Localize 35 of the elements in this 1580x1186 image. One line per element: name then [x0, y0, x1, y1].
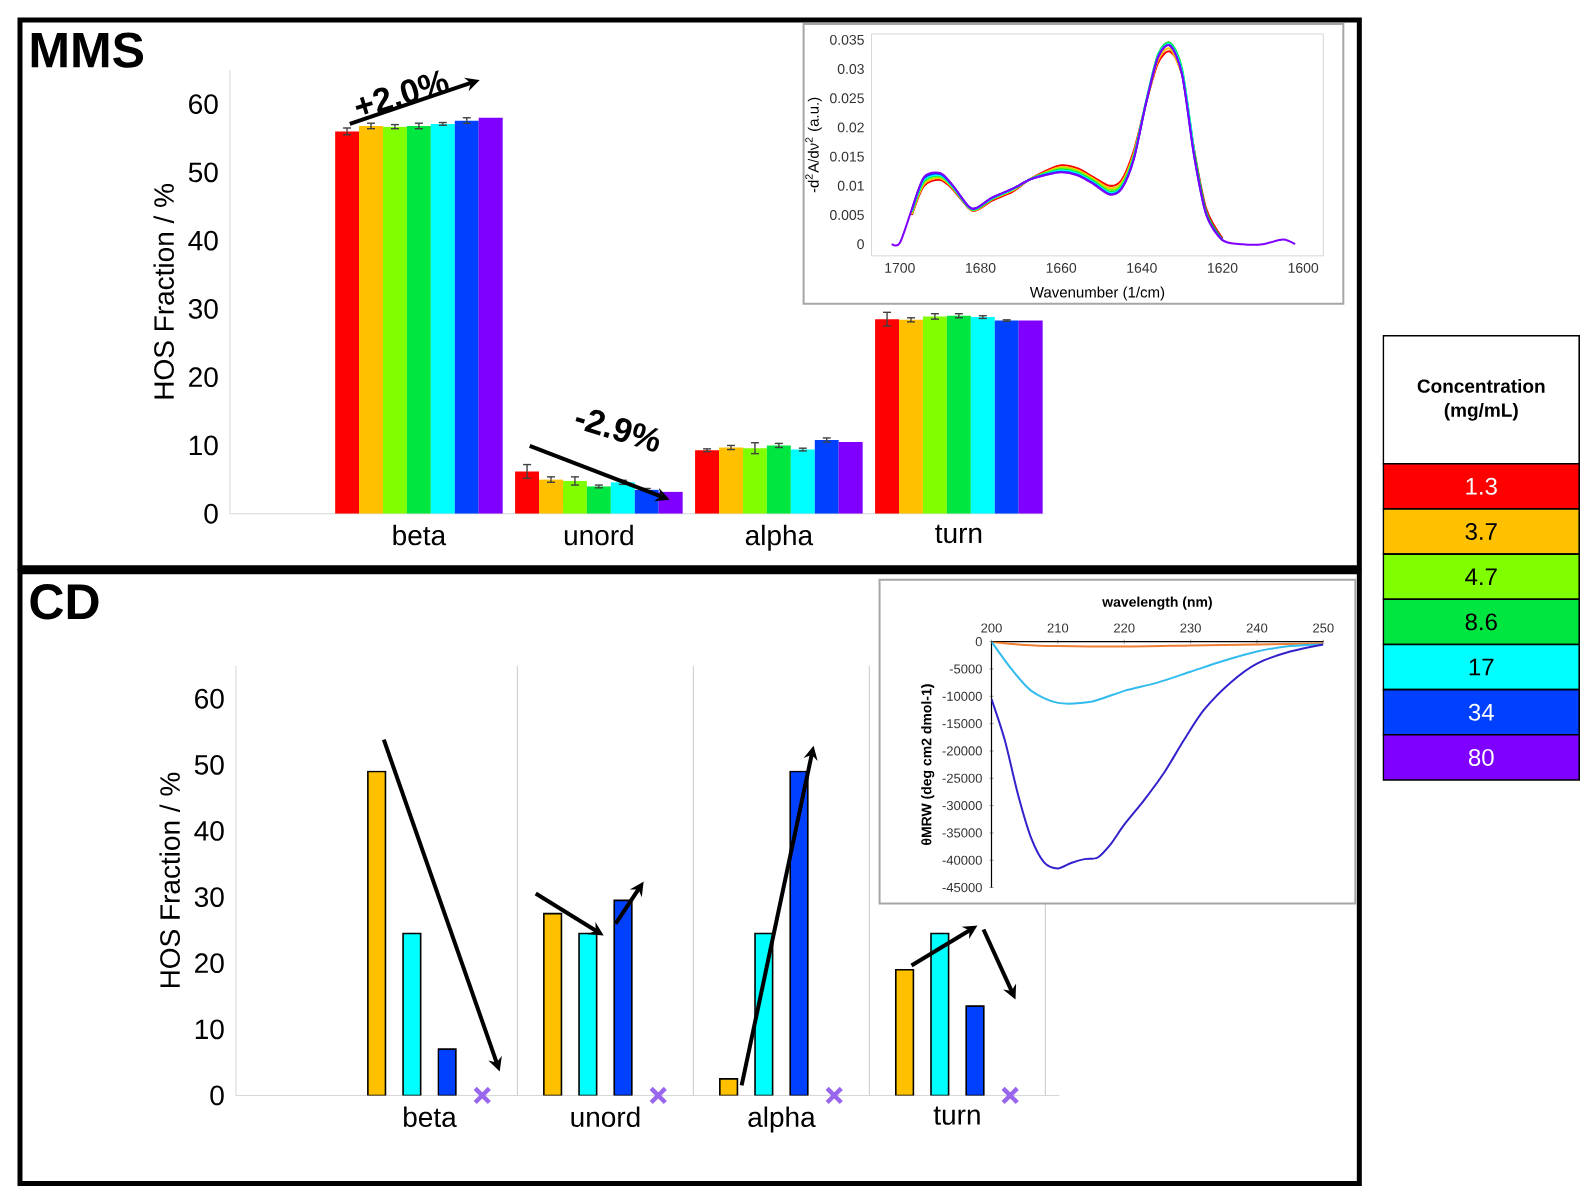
y-tick-label: 10	[195, 1019, 224, 1040]
x-tick-label: alpha	[745, 524, 814, 551]
chart-title: CD	[30, 584, 99, 620]
text: 80	[1468, 748, 1494, 766]
annotation: -2.9%	[575, 409, 660, 452]
x-tick-label: unord	[564, 524, 633, 546]
y-tick-label: 0	[204, 503, 218, 524]
y-tick-label: 60	[195, 688, 224, 709]
x-tick-label: beta	[404, 1106, 457, 1128]
text: 3.7	[1465, 523, 1497, 541]
chart-title: MMS	[31, 32, 144, 68]
y-tick-label: 30	[194, 887, 224, 908]
y-axis-title: HOS Fraction / %	[159, 772, 180, 988]
y-tick-label: 40	[194, 821, 224, 841]
legend-title: Concentration (mg/mL)	[1417, 378, 1545, 421]
y-tick-label: 10	[189, 435, 218, 456]
y-tick-label: 0	[210, 1085, 224, 1106]
text: 4.7	[1465, 568, 1497, 586]
x-tick-label: turn	[935, 524, 982, 544]
y-tick-label: 20	[189, 367, 218, 388]
x-tick-label: turn	[933, 1106, 980, 1125]
y-tick-label: 60	[189, 94, 218, 115]
y-axis-title: HOS Fraction / %	[153, 184, 174, 399]
text: 17	[1469, 658, 1494, 676]
y-tick-label: 50	[194, 754, 224, 775]
text: 8.6	[1465, 613, 1497, 631]
y-tick-label: 20	[195, 953, 224, 974]
text: 1.3	[1466, 477, 1497, 495]
y-tick-label: 50	[188, 162, 218, 183]
text: 34	[1468, 703, 1494, 721]
x-tick-label: unord	[571, 1106, 640, 1128]
x-tick-label: alpha	[748, 1106, 816, 1133]
x-tick-label: beta	[393, 524, 447, 546]
y-tick-label: 40	[188, 230, 218, 251]
y-tick-label: 30	[188, 299, 218, 319]
